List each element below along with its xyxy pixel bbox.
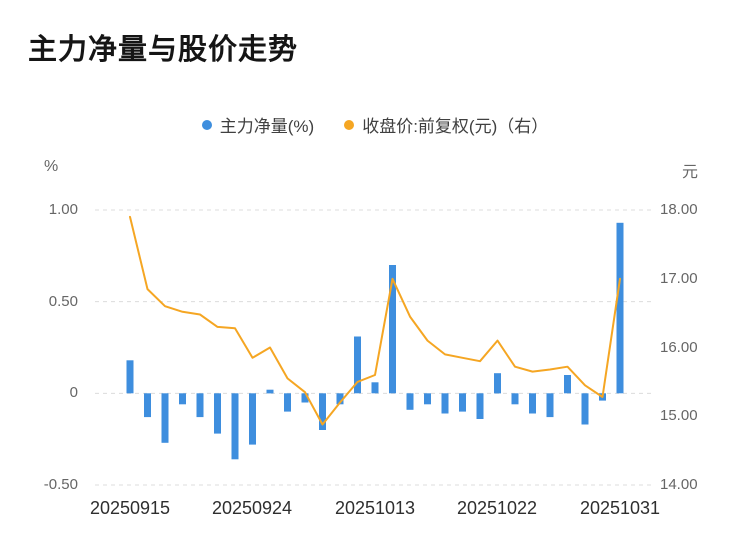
net-volume-bar (161, 393, 169, 443)
legend-label: 收盘价:前复权(元)（右） (362, 117, 549, 136)
left-axis-tick: 1.00 (48, 201, 78, 218)
legend-item-main-net-volume[interactable]: 主力净量(%) (201, 112, 315, 137)
net-volume-bar (581, 393, 589, 425)
left-axis-tick: 0.50 (48, 293, 78, 310)
net-volume-bar (249, 393, 256, 445)
page-title: 主力净量与股价走势 (28, 34, 299, 66)
net-volume-bar (214, 393, 221, 434)
net-volume-bar (354, 336, 361, 394)
net-volume-bar (494, 373, 501, 394)
price-line (129, 215, 621, 426)
net-volume-bar (284, 393, 291, 412)
net-volume-bar (389, 265, 396, 394)
x-axis-tick: 20250915 (89, 498, 171, 518)
net-volume-bar (616, 222, 624, 394)
x-axis-tick: 20251022 (456, 498, 538, 518)
net-volume-bar (529, 393, 536, 414)
right-axis-tick: 15.00 (660, 407, 698, 424)
net-volume-bar (319, 393, 326, 430)
net-volume-bar (144, 393, 151, 418)
net-volume-bar (406, 393, 414, 410)
x-axis-tick: 20250924 (211, 498, 293, 518)
chart-legend: 主力净量(%) 收盘价:前复权(元)（右） (0, 112, 750, 137)
right-axis-tick: 14.00 (660, 476, 698, 493)
legend-item-close-price[interactable]: 收盘价:前复权(元)（右） (344, 112, 548, 137)
net-volume-bar (459, 393, 466, 412)
net-volume-bar (231, 393, 239, 460)
x-axis-tick: 20251013 (334, 498, 416, 518)
net-volume-bar (126, 360, 134, 394)
net-volume-bar (441, 393, 449, 414)
net-volume-bar (196, 393, 204, 418)
net-volume-bar (546, 393, 554, 418)
legend-label: 主力净量(%) (219, 117, 315, 136)
right-axis-tick: 18.00 (660, 201, 698, 218)
x-axis-tick: 20251031 (579, 498, 661, 518)
net-volume-bar (179, 393, 186, 405)
net-volume-bar (371, 382, 379, 394)
legend-dot-blue-icon (201, 119, 212, 130)
net-volume-bar (424, 393, 431, 405)
right-axis-tick: 17.00 (660, 270, 698, 287)
left-axis-tick: -0.50 (43, 476, 78, 493)
net-volume-bar (511, 393, 519, 405)
net-volume-bar (301, 393, 309, 403)
net-volume-bar (336, 393, 344, 405)
net-volume-bar (564, 375, 571, 394)
net-volume-bar (266, 389, 274, 394)
net-volume-bar (476, 393, 484, 419)
left-axis-unit: % (44, 158, 59, 175)
right-axis-unit: 元 (682, 164, 699, 181)
legend-dot-orange-icon (344, 119, 355, 130)
right-axis-tick: 16.00 (660, 339, 698, 356)
left-axis-tick: 0 (69, 384, 78, 401)
